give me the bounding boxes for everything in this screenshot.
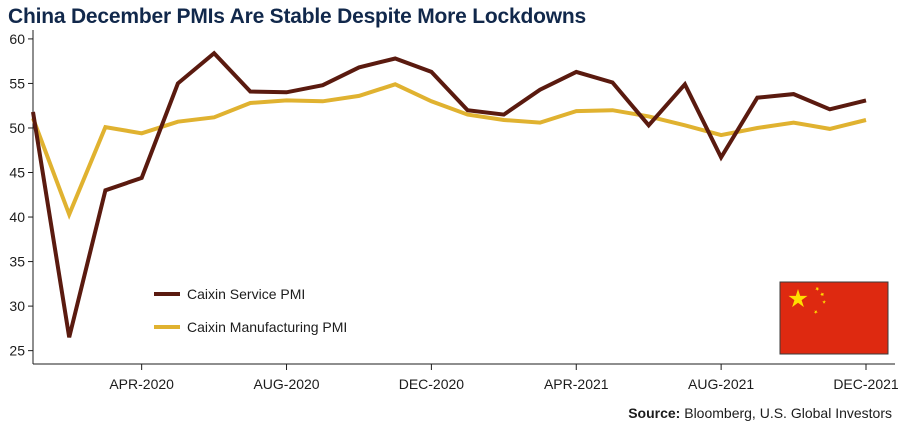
legend: Caixin Service PMI Caixin Manufacturing P… [154, 286, 347, 335]
flag-large-star [788, 289, 808, 308]
y-tick-label: 40 [9, 209, 25, 225]
x-tick-label: AUG-2021 [688, 376, 754, 392]
source-line: Source: Bloomberg, U.S. Global Investors [628, 405, 892, 421]
legend-label: Caixin Service PMI [187, 286, 305, 302]
y-tick-label: 50 [9, 120, 25, 136]
flag-small-star [822, 300, 827, 304]
y-ticks: 25 30 35 40 45 50 55 60 [9, 31, 33, 359]
axes [32, 30, 895, 365]
legend-label: Caixin Manufacturing PMI [187, 319, 347, 335]
x-ticks: APR-2020 AUG-2020 DEC-2020 APR-2021 AUG-2021… [109, 364, 899, 392]
y-tick-label: 30 [9, 298, 25, 314]
y-tick-label: 60 [9, 31, 25, 47]
flag-small-star [813, 310, 818, 314]
chart-title: China December PMIs Are Stable Despite M… [8, 5, 586, 28]
flag-small-star [820, 292, 825, 297]
x-tick-label: DEC-2020 [399, 376, 465, 392]
flag-field [779, 281, 889, 355]
source-text: Bloomberg, U.S. Global Investors [680, 405, 892, 421]
service-pmi-line [31, 50, 867, 338]
series-lines [31, 50, 867, 338]
source-label: Source: [628, 405, 681, 421]
x-tick-label: APR-2020 [109, 376, 174, 392]
x-tick-label: DEC-2021 [833, 376, 899, 392]
y-tick-label: 45 [9, 165, 25, 181]
y-tick-label: 35 [9, 254, 25, 270]
x-tick-label: APR-2021 [544, 376, 609, 392]
manufacturing-pmi-line [31, 82, 867, 220]
china-flag [779, 281, 889, 355]
y-tick-label: 25 [9, 343, 25, 359]
flag-small-star [815, 287, 820, 291]
x-tick-label: AUG-2020 [253, 376, 319, 392]
y-tick-label: 55 [9, 75, 25, 91]
